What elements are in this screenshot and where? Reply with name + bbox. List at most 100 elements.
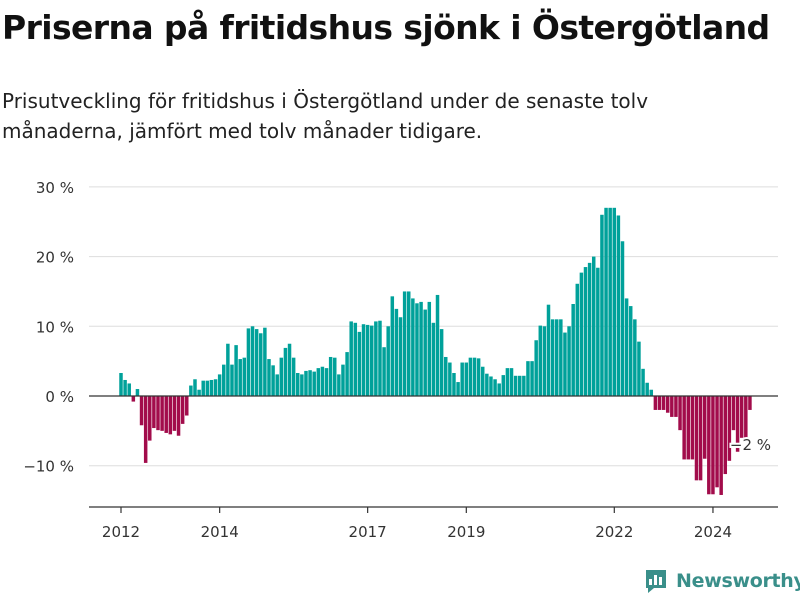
bar xyxy=(390,296,395,396)
bar xyxy=(324,368,329,396)
bar xyxy=(143,396,148,463)
bar xyxy=(411,298,415,396)
bar xyxy=(287,343,292,396)
bar xyxy=(193,379,197,396)
x-axis-labels: 2012 2014 2017 2019 2022 2024 xyxy=(102,523,732,541)
bar xyxy=(711,396,715,495)
bar xyxy=(374,321,378,396)
bar xyxy=(419,301,423,396)
chart-title: Priserna på fritidshus sjönk i Östergötl… xyxy=(2,8,770,47)
bar xyxy=(246,328,251,396)
x-tick-label: 2014 xyxy=(201,523,239,541)
bar xyxy=(579,272,584,396)
bar xyxy=(534,340,538,396)
bar xyxy=(148,396,152,441)
bar xyxy=(423,309,427,396)
bar xyxy=(139,396,144,426)
bar xyxy=(653,396,658,410)
bar xyxy=(205,380,210,396)
bar xyxy=(596,267,600,396)
bar xyxy=(735,396,740,452)
bar xyxy=(328,356,333,396)
bar xyxy=(398,317,403,396)
bar xyxy=(176,396,181,436)
bar xyxy=(678,396,682,431)
bar xyxy=(587,262,592,396)
bar xyxy=(719,396,723,495)
bar xyxy=(242,357,247,397)
bar xyxy=(464,362,469,396)
bar xyxy=(472,357,477,397)
bar xyxy=(135,389,140,396)
bar xyxy=(378,320,382,396)
bar xyxy=(291,357,296,397)
bar xyxy=(505,368,510,396)
annotations: −2 % xyxy=(728,434,773,456)
bar xyxy=(209,379,214,396)
bar xyxy=(604,207,608,396)
bar xyxy=(694,396,699,481)
bar xyxy=(517,375,522,396)
bar xyxy=(686,396,691,460)
bar xyxy=(296,373,300,396)
bar xyxy=(559,319,563,396)
bar xyxy=(744,396,748,438)
bar xyxy=(571,304,575,396)
bar xyxy=(217,374,222,396)
bar xyxy=(448,362,452,396)
bar xyxy=(361,324,366,396)
bar xyxy=(156,396,160,431)
bar xyxy=(698,396,703,481)
bar xyxy=(612,207,617,396)
bar xyxy=(180,396,185,424)
bar xyxy=(489,376,493,396)
axes xyxy=(89,395,778,513)
bar xyxy=(542,326,547,396)
bar xyxy=(702,396,707,459)
bar xyxy=(739,396,744,438)
bar xyxy=(415,303,419,396)
bar xyxy=(431,322,436,396)
y-tick-label: 10 % xyxy=(36,318,74,336)
bar xyxy=(271,365,275,396)
bar xyxy=(263,327,267,396)
last-value-label: −2 % xyxy=(730,436,771,454)
bar xyxy=(337,374,341,396)
bar xyxy=(382,347,386,396)
bar xyxy=(522,375,526,396)
bar xyxy=(731,396,736,431)
bar xyxy=(444,356,448,396)
bar xyxy=(185,396,189,416)
y-tick-label: −10 % xyxy=(23,458,74,476)
bar xyxy=(727,396,732,461)
bar xyxy=(616,215,621,396)
bar xyxy=(312,371,316,396)
bar xyxy=(633,319,637,396)
bar xyxy=(394,308,399,397)
grid-lines xyxy=(89,186,778,467)
bar xyxy=(365,324,370,396)
brand-name: Newsworthy xyxy=(676,570,800,592)
bar xyxy=(624,298,629,396)
bar xyxy=(665,396,670,413)
bar xyxy=(127,383,131,396)
bars xyxy=(119,207,752,495)
bar xyxy=(723,396,728,475)
bar xyxy=(172,396,177,431)
x-tick-label: 2019 xyxy=(447,523,485,541)
bar xyxy=(530,361,534,396)
bar xyxy=(567,326,571,396)
bar xyxy=(554,319,559,396)
bar xyxy=(550,319,555,396)
bar xyxy=(234,345,238,396)
y-tick-label: 0 % xyxy=(45,388,74,406)
newsworthy-bar-chart-icon xyxy=(646,570,666,593)
bar xyxy=(168,396,173,435)
bar xyxy=(657,396,662,410)
bar xyxy=(267,359,271,396)
bar xyxy=(485,373,489,396)
newsworthy-logo: Newsworthy xyxy=(644,568,800,594)
bar xyxy=(226,343,230,396)
bar xyxy=(316,368,321,396)
